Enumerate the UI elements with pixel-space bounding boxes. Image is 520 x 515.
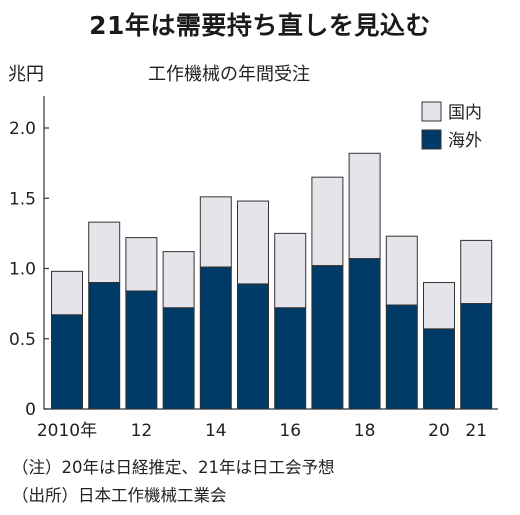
- y-tick-label: 1.5: [9, 189, 36, 209]
- bar-overseas: [274, 307, 307, 410]
- x-tick-label: 20: [428, 421, 450, 441]
- x-tick-label: 18: [354, 421, 376, 441]
- bar-overseas: [460, 303, 493, 410]
- bar-domestic: [237, 200, 269, 285]
- note-estimate: （注）20年は日経推定、21年は日工会予想: [12, 458, 335, 477]
- bar-overseas: [125, 290, 158, 410]
- note-source: （出所）日本工作機械工業会: [12, 486, 227, 505]
- bar-overseas: [385, 304, 418, 410]
- x-tick-label: 16: [279, 421, 301, 441]
- bar-overseas: [311, 265, 344, 410]
- bar-domestic: [199, 196, 232, 268]
- bar-domestic: [460, 239, 493, 305]
- bar-overseas: [51, 314, 83, 410]
- bar-overseas: [348, 258, 381, 410]
- y-tick-label: 0.5: [9, 330, 36, 350]
- y-tick-label: 0: [25, 400, 36, 420]
- bar-domestic: [162, 251, 195, 309]
- x-tick-label: 21: [465, 421, 487, 441]
- bar-domestic: [348, 152, 381, 260]
- legend-label: 国内: [448, 103, 482, 123]
- legend-swatch: [421, 129, 442, 150]
- bar-overseas: [199, 266, 232, 410]
- x-tick-label: 14: [205, 421, 227, 441]
- bar-domestic: [385, 235, 418, 306]
- x-tick-label: 2010年: [37, 421, 97, 441]
- legend-swatch: [421, 101, 442, 122]
- bar-overseas: [88, 282, 121, 410]
- bar-domestic: [274, 232, 307, 309]
- bar-domestic: [125, 237, 158, 292]
- bar-overseas: [237, 283, 269, 410]
- bar-domestic: [88, 221, 121, 284]
- legend-label: 海外: [448, 131, 482, 151]
- bar-overseas: [162, 307, 195, 410]
- y-tick-label: 1.0: [9, 260, 36, 280]
- bar-domestic: [311, 176, 344, 267]
- bar-overseas: [423, 328, 455, 410]
- x-tick-label: 12: [131, 421, 153, 441]
- y-tick-label: 2.0: [9, 119, 36, 139]
- bar-domestic: [423, 282, 455, 330]
- bar-domestic: [51, 270, 83, 316]
- chart-title: 工作機械の年間受注: [148, 64, 310, 85]
- headline: 21年は需要持ち直しを見込む: [89, 11, 431, 40]
- y-axis-unit: 兆円: [8, 64, 44, 85]
